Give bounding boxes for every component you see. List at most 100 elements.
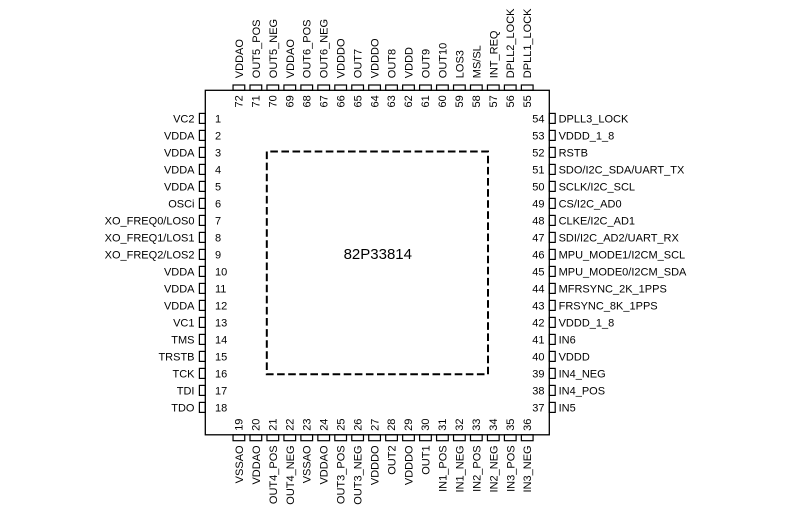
- svg-text:51: 51: [532, 164, 544, 176]
- svg-text:OUT4_NEG: OUT4_NEG: [285, 445, 297, 504]
- svg-text:18: 18: [215, 402, 227, 414]
- svg-text:VDDD: VDDD: [559, 351, 590, 363]
- svg-text:VC1: VC1: [173, 317, 194, 329]
- svg-text:53: 53: [532, 130, 544, 142]
- svg-text:IN2_NEG: IN2_NEG: [488, 445, 500, 492]
- svg-text:VSSAO: VSSAO: [302, 445, 314, 483]
- svg-text:OUT4_POS: OUT4_POS: [268, 445, 280, 504]
- svg-text:12: 12: [215, 300, 227, 312]
- svg-text:VDDAO: VDDAO: [285, 39, 297, 79]
- svg-text:TCK: TCK: [173, 368, 196, 380]
- svg-text:63: 63: [386, 95, 398, 107]
- svg-text:INT_REQ: INT_REQ: [488, 30, 500, 78]
- svg-text:54: 54: [532, 113, 544, 125]
- svg-text:CLKE/I2C_AD1: CLKE/I2C_AD1: [559, 215, 635, 227]
- svg-text:MPU_MODE0/I2CM_SDA: MPU_MODE0/I2CM_SDA: [559, 266, 687, 278]
- svg-text:OUT5_POS: OUT5_POS: [251, 20, 263, 79]
- svg-text:IN2_POS: IN2_POS: [471, 445, 483, 491]
- svg-text:32: 32: [454, 419, 466, 431]
- svg-text:34: 34: [488, 419, 500, 431]
- svg-text:OUT9: OUT9: [420, 49, 432, 78]
- svg-text:XO_FREQ2/LOS2: XO_FREQ2/LOS2: [105, 249, 195, 261]
- svg-text:35: 35: [505, 419, 517, 431]
- svg-text:VDDD_1_8: VDDD_1_8: [559, 317, 615, 329]
- svg-text:OUT5_NEG: OUT5_NEG: [268, 19, 280, 78]
- svg-text:8: 8: [215, 232, 221, 244]
- svg-text:2: 2: [215, 130, 221, 142]
- svg-text:71: 71: [251, 95, 263, 107]
- svg-text:IN3_POS: IN3_POS: [505, 445, 517, 491]
- svg-text:VDDA: VDDA: [164, 130, 195, 142]
- svg-text:14: 14: [215, 334, 227, 346]
- svg-text:VDDDO: VDDDO: [370, 445, 382, 485]
- svg-text:OUT6_POS: OUT6_POS: [302, 20, 314, 79]
- svg-text:10: 10: [215, 266, 227, 278]
- svg-text:IN5: IN5: [559, 402, 576, 414]
- svg-text:VDDD: VDDD: [404, 47, 416, 78]
- svg-text:VDDAO: VDDAO: [251, 445, 263, 485]
- svg-text:VDDA: VDDA: [164, 164, 195, 176]
- svg-text:9: 9: [215, 249, 221, 261]
- svg-text:CS/I2C_AD0: CS/I2C_AD0: [559, 198, 622, 210]
- svg-text:6: 6: [215, 198, 221, 210]
- svg-text:XO_FREQ0/LOS0: XO_FREQ0/LOS0: [105, 215, 195, 227]
- svg-text:DPLL3_LOCK: DPLL3_LOCK: [559, 113, 629, 125]
- svg-text:7: 7: [215, 215, 221, 227]
- svg-text:XO_FREQ1/LOS1: XO_FREQ1/LOS1: [105, 232, 195, 244]
- svg-text:RSTB: RSTB: [559, 147, 588, 159]
- svg-text:VDDDO: VDDDO: [404, 445, 416, 485]
- svg-text:41: 41: [532, 334, 544, 346]
- svg-text:IN3_NEG: IN3_NEG: [522, 445, 534, 492]
- svg-text:43: 43: [532, 300, 544, 312]
- svg-text:3: 3: [215, 147, 221, 159]
- svg-text:TDI: TDI: [177, 385, 195, 397]
- svg-text:15: 15: [215, 351, 227, 363]
- svg-text:82P33814: 82P33814: [344, 246, 412, 263]
- svg-text:25: 25: [335, 419, 347, 431]
- svg-text:5: 5: [215, 181, 221, 193]
- svg-text:DPLL2_LOCK: DPLL2_LOCK: [505, 8, 517, 78]
- svg-text:VDDDO: VDDDO: [336, 38, 348, 78]
- svg-text:27: 27: [369, 419, 381, 431]
- svg-text:70: 70: [268, 95, 280, 107]
- svg-text:MFRSYNC_2K_1PPS: MFRSYNC_2K_1PPS: [559, 283, 667, 295]
- svg-text:OUT2: OUT2: [387, 445, 399, 474]
- svg-text:IN1_POS: IN1_POS: [437, 445, 449, 491]
- svg-text:36: 36: [522, 419, 534, 431]
- svg-text:VDDAO: VDDAO: [319, 445, 331, 485]
- svg-text:FRSYNC_8K_1PPS: FRSYNC_8K_1PPS: [559, 300, 658, 312]
- svg-text:DPLL1_LOCK: DPLL1_LOCK: [522, 8, 534, 78]
- svg-text:OUT1: OUT1: [420, 445, 432, 474]
- svg-text:VDDA: VDDA: [164, 266, 195, 278]
- svg-text:48: 48: [532, 215, 544, 227]
- svg-text:SCLK/I2C_SCL: SCLK/I2C_SCL: [559, 181, 635, 193]
- svg-text:IN1_NEG: IN1_NEG: [454, 445, 466, 492]
- svg-text:OUT3_POS: OUT3_POS: [336, 445, 348, 504]
- svg-text:17: 17: [215, 385, 227, 397]
- svg-text:13: 13: [215, 317, 227, 329]
- svg-text:OUT8: OUT8: [387, 49, 399, 78]
- svg-text:VDDAO: VDDAO: [234, 39, 246, 79]
- svg-text:31: 31: [437, 419, 449, 431]
- svg-text:65: 65: [352, 95, 364, 107]
- svg-text:58: 58: [471, 95, 483, 107]
- svg-text:72: 72: [234, 95, 246, 107]
- svg-text:VDDA: VDDA: [164, 147, 195, 159]
- svg-text:OUT6_NEG: OUT6_NEG: [319, 19, 331, 78]
- svg-text:42: 42: [532, 317, 544, 329]
- svg-text:49: 49: [532, 198, 544, 210]
- svg-text:30: 30: [420, 419, 432, 431]
- svg-text:VC2: VC2: [173, 113, 194, 125]
- svg-text:69: 69: [284, 95, 296, 107]
- svg-text:TMS: TMS: [171, 334, 194, 346]
- svg-text:OUT7: OUT7: [353, 49, 365, 78]
- svg-text:45: 45: [532, 266, 544, 278]
- svg-text:59: 59: [454, 95, 466, 107]
- svg-text:TDO: TDO: [171, 402, 195, 414]
- svg-text:SDO/I2C_SDA/UART_TX: SDO/I2C_SDA/UART_TX: [559, 164, 685, 176]
- svg-text:64: 64: [369, 95, 381, 107]
- svg-text:57: 57: [488, 95, 500, 107]
- svg-text:29: 29: [403, 419, 415, 431]
- svg-text:11: 11: [215, 283, 226, 295]
- svg-text:VSSAO: VSSAO: [234, 445, 246, 483]
